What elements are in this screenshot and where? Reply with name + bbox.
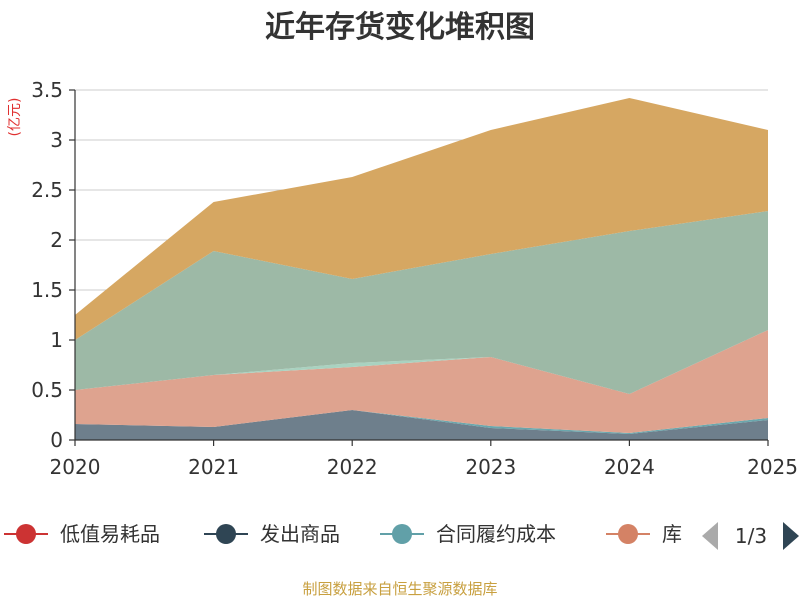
x-tick-labels: 2020 2021 2022 2023 2024 2025 bbox=[50, 455, 798, 479]
legend-label: 库 bbox=[662, 522, 682, 546]
x-tick-label: 2022 bbox=[327, 455, 378, 479]
legend-label: 发出商品 bbox=[260, 522, 340, 546]
area-band-5[interactable] bbox=[75, 211, 768, 394]
x-tick-label: 2023 bbox=[465, 455, 516, 479]
legend-label: 合同履约成本 bbox=[436, 522, 556, 546]
legend-item[interactable]: 发出商品 bbox=[204, 522, 340, 546]
legend-dot-icon bbox=[618, 524, 638, 544]
x-tick-label: 2020 bbox=[50, 455, 101, 479]
axes bbox=[69, 89, 769, 446]
legend-label: 低值易耗品 bbox=[60, 522, 160, 546]
y-axis-unit-label: (亿元) bbox=[7, 98, 23, 137]
legend-item[interactable]: 低值易耗品 bbox=[4, 522, 160, 546]
y-tick-label: 0.5 bbox=[31, 378, 63, 402]
y-tick-label: 2.5 bbox=[31, 178, 63, 202]
legend-dot-icon bbox=[392, 524, 412, 544]
area-band-1[interactable] bbox=[75, 410, 768, 440]
x-tick-label: 2025 bbox=[747, 455, 798, 479]
area-band-3[interactable] bbox=[75, 330, 768, 433]
x-tick-label: 2021 bbox=[188, 455, 239, 479]
legend-prev-page-icon[interactable] bbox=[702, 522, 718, 550]
y-tick-label: 3.5 bbox=[31, 78, 63, 102]
chart-title: 近年存货变化堆积图 bbox=[265, 10, 535, 45]
legend-item[interactable]: 库 bbox=[606, 522, 682, 546]
y-tick-label: 2 bbox=[50, 228, 63, 252]
y-tick-labels: 0 0.5 1 1.5 2 2.5 3 3.5 bbox=[31, 78, 63, 452]
y-tick-label: 1.5 bbox=[31, 278, 63, 302]
legend-item[interactable]: 合同履约成本 bbox=[380, 522, 556, 546]
y-tick-label: 0 bbox=[50, 428, 63, 452]
x-tick-label: 2024 bbox=[604, 455, 655, 479]
area-series-group bbox=[75, 98, 768, 440]
legend-next-page-icon[interactable] bbox=[783, 522, 799, 550]
y-tick-label: 3 bbox=[50, 128, 63, 152]
legend: 低值易耗品 发出商品 合同履约成本 库 bbox=[4, 522, 682, 546]
legend-dot-icon bbox=[16, 524, 36, 544]
area-band-4[interactable] bbox=[75, 330, 768, 394]
y-tick-label: 1 bbox=[50, 328, 63, 352]
legend-pager: 1/3 bbox=[702, 522, 799, 550]
area-band-6[interactable] bbox=[75, 98, 768, 340]
data-source-note: 制图数据来自恒生聚源数据库 bbox=[302, 580, 497, 598]
legend-page-indicator: 1/3 bbox=[735, 524, 767, 548]
legend-dot-icon bbox=[216, 524, 236, 544]
